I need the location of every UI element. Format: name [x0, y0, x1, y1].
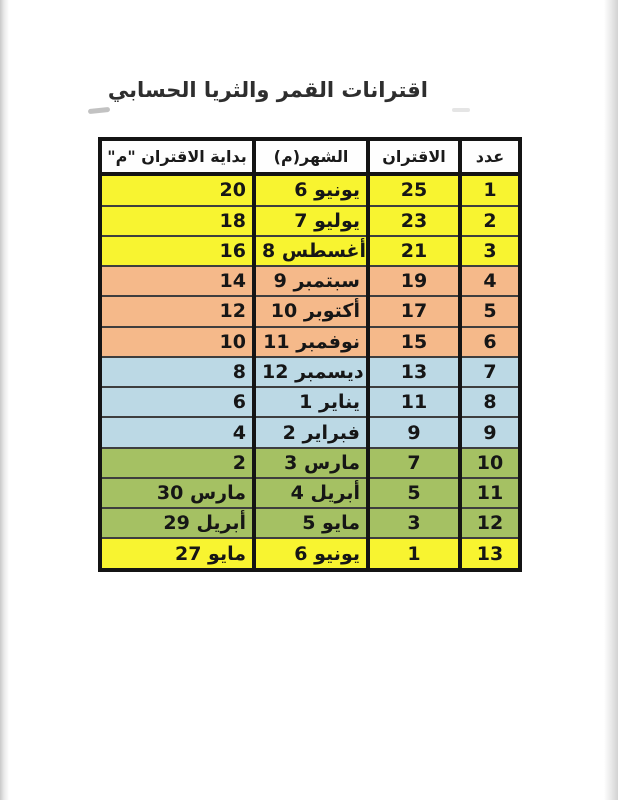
cell-conjunction: 1 — [366, 537, 462, 572]
table-row: 2 23 7 يوليو 18 — [98, 204, 522, 237]
cell-month: 3 مارس — [252, 446, 370, 479]
cell-month: 6 يونيو — [252, 172, 370, 207]
cell-conjunction: 7 — [366, 446, 462, 479]
cell-conjunction: 23 — [366, 204, 462, 237]
cell-month: 4 أبريل — [252, 476, 370, 510]
cell-month: 9 سبتمبر — [252, 265, 370, 298]
cell-conjunction: 25 — [366, 172, 462, 207]
ink-smudge — [87, 106, 111, 115]
cell-conjunction: 3 — [366, 507, 462, 540]
cell-conjunction: 9 — [366, 416, 462, 449]
table-row: 13 1 6 يونيو 27 مايو — [98, 537, 522, 572]
cell-start: 30 مارس — [98, 476, 256, 510]
cell-month: 10 أكتوبر — [252, 295, 370, 328]
cell-start: 29 أبريل — [98, 507, 256, 540]
cell-start: 10 — [98, 325, 256, 358]
photo-edge-right — [604, 0, 618, 800]
conjunction-table: عدد الاقتران الشهر(م) بداية الاقتران "م"… — [98, 137, 522, 572]
cell-month: 2 فبراير — [252, 416, 370, 449]
header-row: عدد الاقتران الشهر(م) بداية الاقتران "م" — [98, 137, 522, 176]
cell-start: 18 — [98, 204, 256, 237]
cell-count: 1 — [458, 172, 522, 207]
cell-month: 12 ديسمبر — [252, 355, 370, 389]
cell-count: 9 — [458, 416, 522, 449]
cell-conjunction: 11 — [366, 386, 462, 419]
table-row: 4 19 9 سبتمبر 14 — [98, 265, 522, 298]
header-month: الشهر(م) — [252, 137, 370, 176]
cell-start: 16 — [98, 234, 256, 268]
cell-start: 8 — [98, 355, 256, 389]
cell-month: 11 نوفمبر — [252, 325, 370, 358]
header-start: بداية الاقتران "م" — [98, 137, 256, 176]
cell-count: 12 — [458, 507, 522, 540]
cell-conjunction: 17 — [366, 295, 462, 328]
cell-start: 6 — [98, 386, 256, 419]
table-row: 12 3 5 مايو 29 أبريل — [98, 507, 522, 540]
ink-smudge-faint — [452, 108, 470, 112]
cell-conjunction: 13 — [366, 355, 462, 389]
cell-count: 2 — [458, 204, 522, 237]
cell-conjunction: 5 — [366, 476, 462, 510]
cell-start: 12 — [98, 295, 256, 328]
header-count: عدد — [458, 137, 522, 176]
cell-month: 5 مايو — [252, 507, 370, 540]
cell-start: 2 — [98, 446, 256, 479]
cell-conjunction: 15 — [366, 325, 462, 358]
table-row: 1 25 6 يونيو 20 — [98, 172, 522, 207]
cell-start: 27 مايو — [98, 537, 256, 572]
photo-edge-left — [0, 0, 9, 800]
cell-count: 5 — [458, 295, 522, 328]
cell-month: 8 أغسطس — [252, 234, 370, 268]
cell-month: 6 يونيو — [252, 537, 370, 572]
table-row: 8 11 1 يناير 6 — [98, 386, 522, 419]
header-conjunction: الاقتران — [366, 137, 462, 176]
cell-month: 7 يوليو — [252, 204, 370, 237]
table-row: 10 7 3 مارس 2 — [98, 446, 522, 479]
table-row: 5 17 10 أكتوبر 12 — [98, 295, 522, 328]
page-title: اقترانات القمر والثريا الحسابي — [107, 78, 428, 102]
conjunction-table-body: 1 25 6 يونيو 20 2 23 7 يوليو 18 3 21 8 أغسطس 16 4 19 9… — [98, 172, 522, 572]
cell-start: 20 — [98, 172, 256, 207]
cell-count: 3 — [458, 234, 522, 268]
cell-conjunction: 19 — [366, 265, 462, 298]
cell-count: 10 — [458, 446, 522, 479]
cell-start: 4 — [98, 416, 256, 449]
table-row: 11 5 4 أبريل 30 مارس — [98, 476, 522, 510]
table-row: 3 21 8 أغسطس 16 — [98, 234, 522, 268]
cell-count: 8 — [458, 386, 522, 419]
cell-count: 6 — [458, 325, 522, 358]
cell-start: 14 — [98, 265, 256, 298]
cell-count: 7 — [458, 355, 522, 389]
table-row: 6 15 11 نوفمبر 10 — [98, 325, 522, 358]
cell-count: 13 — [458, 537, 522, 572]
cell-conjunction: 21 — [366, 234, 462, 268]
cell-count: 11 — [458, 476, 522, 510]
table-row: 7 13 12 ديسمبر 8 — [98, 355, 522, 389]
cell-count: 4 — [458, 265, 522, 298]
cell-month: 1 يناير — [252, 386, 370, 419]
